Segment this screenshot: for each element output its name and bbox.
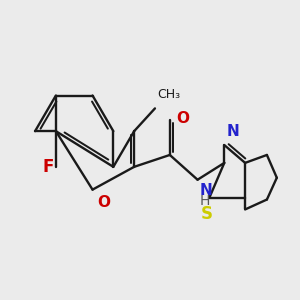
Text: N: N <box>226 124 239 139</box>
Text: H: H <box>200 194 210 208</box>
Text: S: S <box>200 206 212 224</box>
Text: CH₃: CH₃ <box>157 88 180 101</box>
Text: O: O <box>98 195 110 210</box>
Text: N: N <box>200 183 212 198</box>
Text: F: F <box>42 158 54 176</box>
Text: O: O <box>176 111 189 126</box>
